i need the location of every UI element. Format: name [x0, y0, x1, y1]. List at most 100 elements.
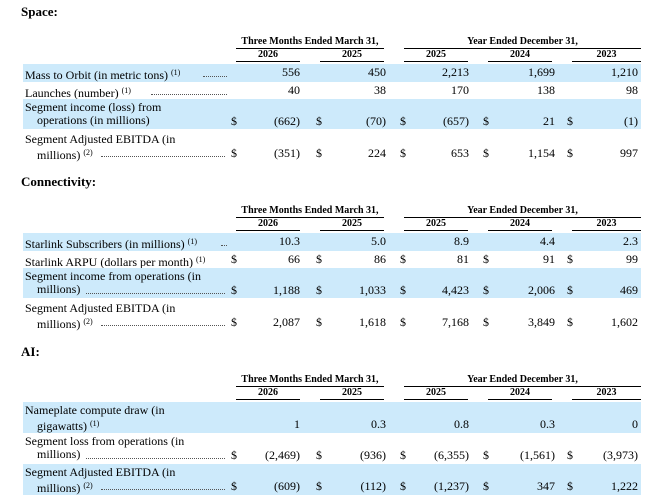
header-year-ended: Year Ended December 31,: [404, 374, 641, 387]
cell-value: (657): [443, 114, 469, 128]
dollar-sign: $: [400, 283, 406, 297]
year-header: 2024: [488, 387, 552, 400]
header-year-ended: Year Ended December 31,: [404, 36, 641, 49]
cell-value: 5.0: [371, 234, 386, 248]
cell-value: 2,213: [442, 65, 469, 79]
dollar-sign: $: [316, 448, 322, 462]
dollar-sign: $: [400, 252, 406, 266]
cell-value: 98: [626, 83, 638, 97]
dollar-sign: $: [316, 283, 322, 297]
cell-value: (70): [366, 114, 386, 128]
cell-value: (3,973): [603, 448, 638, 462]
table-row: Segment loss from operations (in million…: [23, 434, 641, 463]
row-label: Segment income from operations (in milli…: [25, 269, 201, 296]
dollar-sign: $: [316, 114, 322, 128]
cell-value: (1): [624, 114, 638, 128]
cell-value: 8.9: [454, 234, 469, 248]
cell-value: 1,222: [611, 479, 638, 493]
cell-value: 40: [288, 83, 300, 97]
dollar-sign: $: [483, 146, 489, 160]
row-label: Launches (number) (1): [25, 86, 131, 100]
header-three-months: Three Months Ended March 31,: [236, 374, 384, 387]
dot-leader: [101, 325, 225, 326]
cell-value: 138: [537, 83, 555, 97]
cell-value: 7,168: [442, 315, 469, 329]
cell-value: 2,087: [273, 315, 300, 329]
cell-value: (2,469): [265, 448, 300, 462]
cell-value: 81: [457, 252, 469, 266]
dollar-sign: $: [316, 315, 322, 329]
year-header: 2025: [404, 218, 468, 231]
row-label: Starlink ARPU (dollars per month) (1): [25, 255, 206, 269]
row-label: Segment Adjusted EBITDA (in millions) (2…: [25, 465, 176, 495]
year-header: 2023: [572, 218, 641, 231]
dot-leader: [221, 245, 227, 246]
dollar-sign: $: [231, 252, 237, 266]
dollar-sign: $: [231, 479, 237, 493]
dollar-sign: $: [231, 114, 237, 128]
cell-value: 653: [451, 146, 469, 160]
cell-value: 1,033: [359, 283, 386, 297]
cell-value: 1,154: [528, 146, 555, 160]
year-header: 2023: [572, 387, 641, 400]
dollar-sign: $: [567, 114, 573, 128]
header-three-months: Three Months Ended March 31,: [236, 205, 384, 218]
dot-leader: [86, 293, 225, 294]
cell-value: (112): [360, 479, 386, 493]
section-title-ai: AI:: [21, 344, 40, 359]
cell-value: 450: [368, 65, 386, 79]
section-title-connectivity: Connectivity:: [21, 174, 97, 189]
dollar-sign: $: [400, 114, 406, 128]
row-label: Segment Adjusted EBITDA (in millions) (2…: [25, 132, 176, 162]
dollar-sign: $: [231, 146, 237, 160]
cell-value: 0.8: [454, 417, 469, 431]
cell-value: 66: [288, 252, 300, 266]
cell-value: (609): [274, 479, 300, 493]
year-header: 2026: [236, 218, 300, 231]
dot-leader: [101, 489, 225, 490]
row-label: Mass to Orbit (in metric tons) (1): [25, 68, 181, 82]
cell-value: 997: [620, 146, 638, 160]
table-row: Segment Adjusted EBITDA (in millions) (2…: [23, 300, 641, 331]
dollar-sign: $: [483, 479, 489, 493]
table-row: Starlink ARPU (dollars per month) (1) $ …: [23, 251, 641, 269]
year-header: 2025: [320, 387, 384, 400]
dollar-sign: $: [567, 479, 573, 493]
cell-value: 347: [537, 479, 555, 493]
row-label: Segment income (loss) from operations (i…: [25, 100, 162, 127]
dollar-sign: $: [483, 448, 489, 462]
table-row: Segment Adjusted EBITDA (in millions) (2…: [23, 464, 641, 495]
table-row: Launches (number) (1) 40 38 170 138 98: [23, 82, 641, 100]
dollar-sign: $: [483, 283, 489, 297]
table-row: Segment income from operations (in milli…: [23, 268, 641, 298]
year-header: 2025: [404, 49, 468, 62]
dollar-sign: $: [400, 479, 406, 493]
cell-value: 1,210: [611, 65, 638, 79]
dollar-sign: $: [567, 315, 573, 329]
table-row: Starlink Subscribers (in millions) (1) 1…: [23, 233, 641, 251]
dot-leader: [151, 94, 227, 95]
year-header: 2026: [236, 49, 300, 62]
row-label: Nameplate compute draw (in gigawatts) (1…: [25, 403, 165, 433]
cell-value: 170: [451, 83, 469, 97]
dollar-sign: $: [483, 315, 489, 329]
cell-value: (936): [360, 448, 386, 462]
row-label: Segment loss from operations (in million…: [25, 434, 185, 461]
table-row: Segment income (loss) from operations (i…: [23, 99, 641, 129]
cell-value: 4.4: [540, 234, 555, 248]
cell-value: 224: [368, 146, 386, 160]
cell-value: (351): [274, 146, 300, 160]
year-header: 2025: [320, 49, 384, 62]
year-header: 2025: [320, 218, 384, 231]
cell-value: 21: [543, 114, 555, 128]
dollar-sign: $: [400, 315, 406, 329]
dollar-sign: $: [400, 448, 406, 462]
cell-value: 1,188: [273, 283, 300, 297]
cell-value: (1,237): [434, 479, 469, 493]
year-header: 2024: [488, 218, 552, 231]
section-title-space: Space:: [21, 4, 58, 19]
dot-leader: [101, 156, 225, 157]
table-row: Nameplate compute draw (in gigawatts) (1…: [23, 402, 641, 433]
cell-value: 91: [543, 252, 555, 266]
table-row: Mass to Orbit (in metric tons) (1) 556 4…: [23, 64, 641, 82]
